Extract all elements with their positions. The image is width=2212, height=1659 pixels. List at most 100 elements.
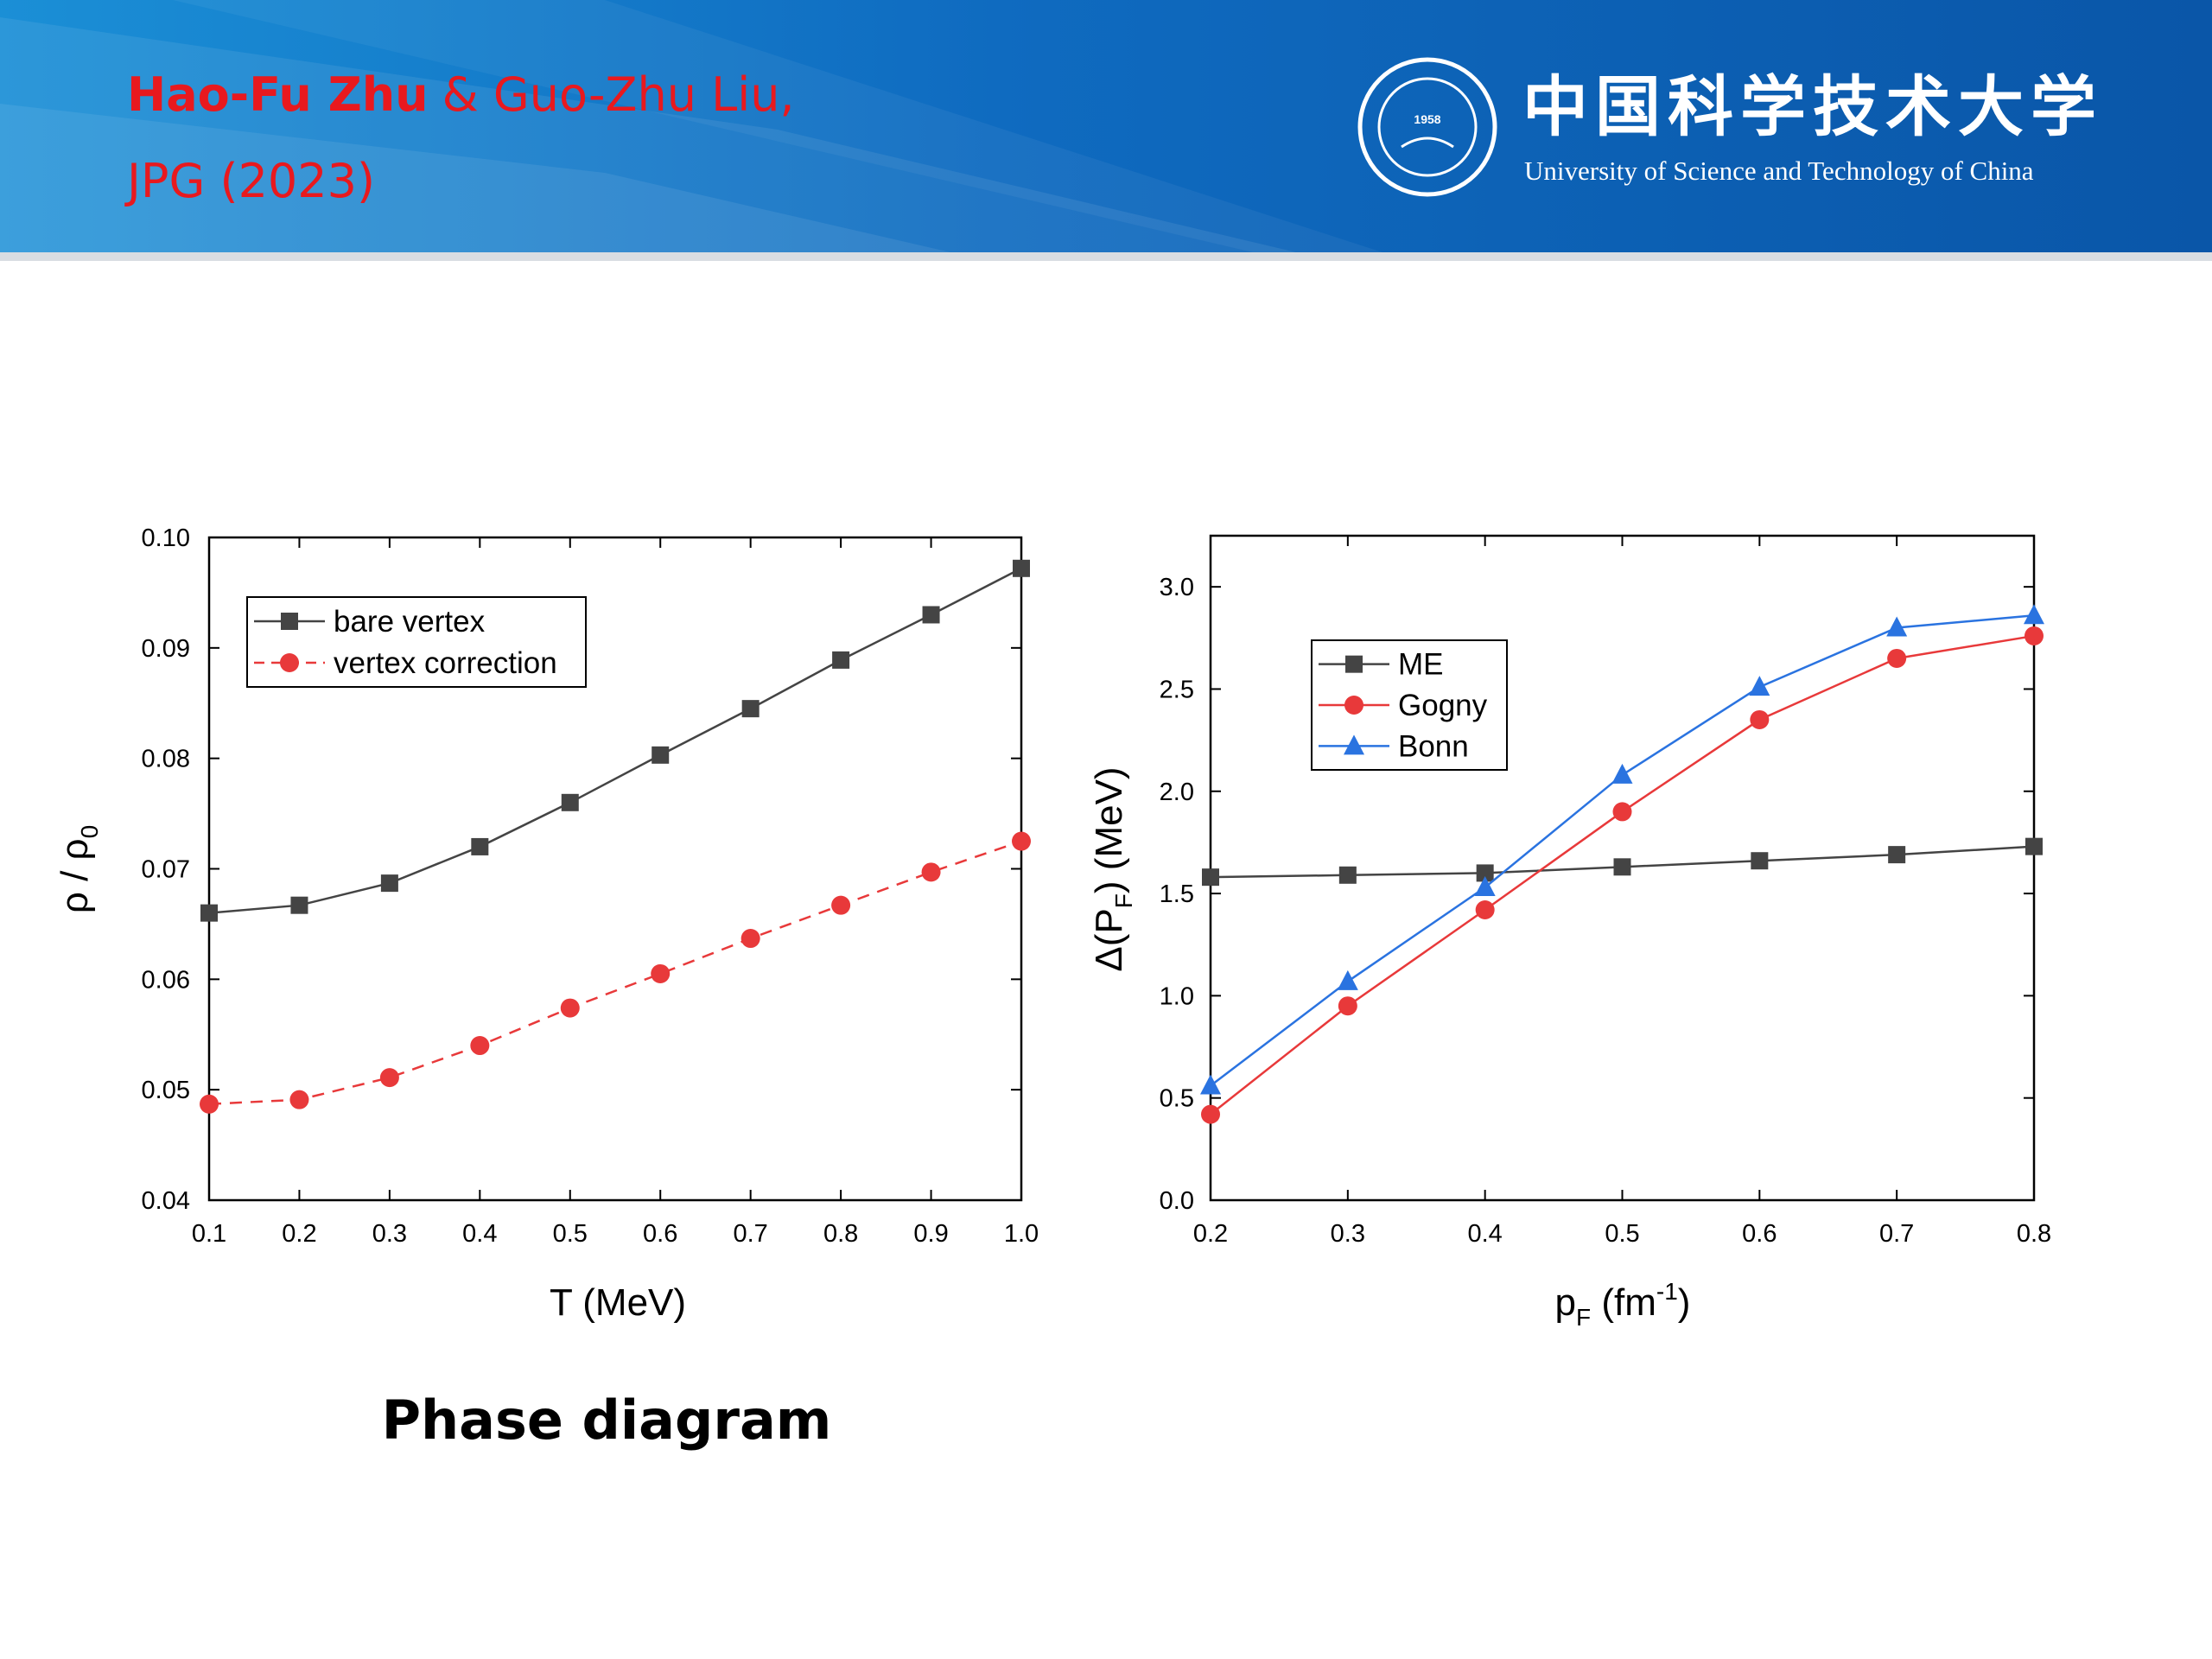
marker: [921, 862, 941, 882]
author-bold: Hao-Fu Zhu: [127, 67, 429, 122]
x-tick-label: 0.3: [372, 1220, 407, 1248]
legend-label: Gogny: [1398, 689, 1488, 722]
y-tick-label: 0.0: [1160, 1187, 1194, 1215]
y-axis-label: Δ(PF) (MeV): [1088, 766, 1137, 971]
author-rest: & Guo-Zhu Liu,: [442, 67, 795, 122]
x-tick-label: 0.7: [734, 1220, 768, 1248]
chart: 0.2 0.3 0.4 0.5 0.6 0.7 0.8 0.0 0.5 1.0 1.5 2.0 2.5 3…: [1088, 534, 2051, 1331]
legend-box: [246, 596, 587, 688]
marker: [1612, 802, 1632, 822]
y-tick-label: 0.10: [142, 524, 190, 552]
y-tick-label: 1.5: [1160, 880, 1194, 908]
series-line: [208, 567, 1022, 914]
legend-label: vertex correction: [334, 646, 557, 680]
marker: [1344, 734, 1364, 755]
label-part: 0: [76, 825, 103, 839]
x-tick-label: 0.2: [282, 1220, 316, 1248]
caption: Phase diagram: [382, 1389, 832, 1452]
marker: [471, 837, 489, 855]
y-tick-label: 0.06: [142, 966, 190, 994]
y-tick-label: 0.09: [142, 635, 190, 663]
legend-label: ME: [1398, 648, 1444, 682]
marker: [1888, 846, 1906, 864]
marker: [1887, 648, 1907, 668]
marker: [470, 1036, 490, 1056]
marker: [1611, 763, 1633, 784]
y-tick-label: 3.0: [1160, 574, 1194, 601]
y-tick-label: 0.5: [1160, 1085, 1194, 1113]
marker: [1338, 866, 1357, 884]
marker: [1613, 858, 1631, 876]
marker: [1337, 969, 1358, 990]
logo: 1958 中国科学技术大学 University of Science and …: [1357, 57, 2103, 197]
marker: [200, 904, 218, 922]
marker: [1476, 864, 1494, 882]
x-tick-label: 0.4: [1468, 1220, 1503, 1248]
marker: [2025, 837, 2043, 855]
x-tick-label: 1.0: [1004, 1220, 1039, 1248]
label-part: -1: [1656, 1278, 1678, 1305]
x-tick-label: 0.2: [1193, 1220, 1228, 1248]
label-part: (fm: [1591, 1281, 1656, 1324]
x-tick-label: 0.5: [553, 1220, 588, 1248]
marker: [1345, 655, 1363, 673]
marker: [741, 929, 760, 949]
label-part: ): [1678, 1281, 1691, 1324]
marker: [652, 746, 670, 764]
y-tick-label: 1.0: [1160, 982, 1194, 1010]
marker: [1475, 900, 1495, 920]
marker: [831, 895, 851, 915]
plot-frame: [207, 536, 1023, 1202]
marker: [1202, 868, 1219, 887]
chart: 0.1 0.2 0.3 0.4 0.5 0.6 0.7 0.8 0.9 1.0 0.04 0.05 0.…: [54, 524, 1039, 1324]
y-tick-label: 0.07: [142, 856, 190, 884]
x-tick-label: 0.6: [1742, 1220, 1777, 1248]
label-part: F: [1576, 1304, 1591, 1331]
marker: [280, 653, 299, 672]
marker: [1012, 831, 1031, 851]
x-tick-label: 0.7: [1879, 1220, 1914, 1248]
legend-label: bare vertex: [334, 605, 486, 639]
x-tick-label: 0.8: [823, 1220, 858, 1248]
label-part: T (MeV): [550, 1281, 686, 1324]
header-citation: JPG (2023): [124, 154, 375, 208]
x-tick-label: 0.8: [2017, 1220, 2051, 1248]
marker: [2024, 626, 2044, 645]
marker: [1013, 559, 1030, 577]
x-tick-label: 0.9: [913, 1220, 948, 1248]
header-band: [0, 0, 2212, 261]
label-part: ) (MeV): [1088, 766, 1130, 893]
marker: [1338, 996, 1357, 1016]
marker: [561, 793, 579, 811]
x-tick-label: 0.1: [192, 1220, 226, 1248]
label-part: p: [1555, 1281, 1576, 1324]
marker: [922, 606, 940, 624]
x-axis-label: T (MeV): [550, 1281, 686, 1324]
marker: [281, 613, 298, 630]
logo-name-cn: 中国科学技术大学: [1522, 68, 2103, 145]
y-tick-label: 2.5: [1160, 676, 1194, 703]
label-part: Δ(P: [1088, 908, 1130, 971]
label-part: ρ / ρ: [54, 838, 96, 913]
marker: [1886, 616, 1908, 637]
x-axis-label: pF (fm-1): [1555, 1278, 1691, 1331]
legend-label: Bonn: [1398, 729, 1469, 763]
logo-name-en: University of Science and Technology of …: [1524, 156, 2034, 186]
marker: [832, 651, 850, 669]
marker: [1749, 676, 1770, 696]
x-tick-label: 0.4: [462, 1220, 497, 1248]
marker: [380, 874, 398, 893]
y-axis-label: ρ / ρ0: [54, 825, 103, 913]
marker: [200, 1094, 219, 1114]
marker: [560, 998, 580, 1018]
header-authors: Hao-Fu Zhu & Guo-Zhu Liu,: [127, 67, 795, 122]
marker: [1474, 875, 1496, 896]
label-part: F: [1110, 893, 1137, 908]
marker: [290, 896, 308, 914]
x-tick-label: 0.6: [643, 1220, 677, 1248]
marker: [651, 963, 671, 983]
x-tick-label: 0.5: [1605, 1220, 1639, 1248]
marker: [1750, 709, 1770, 729]
marker: [1344, 696, 1363, 715]
